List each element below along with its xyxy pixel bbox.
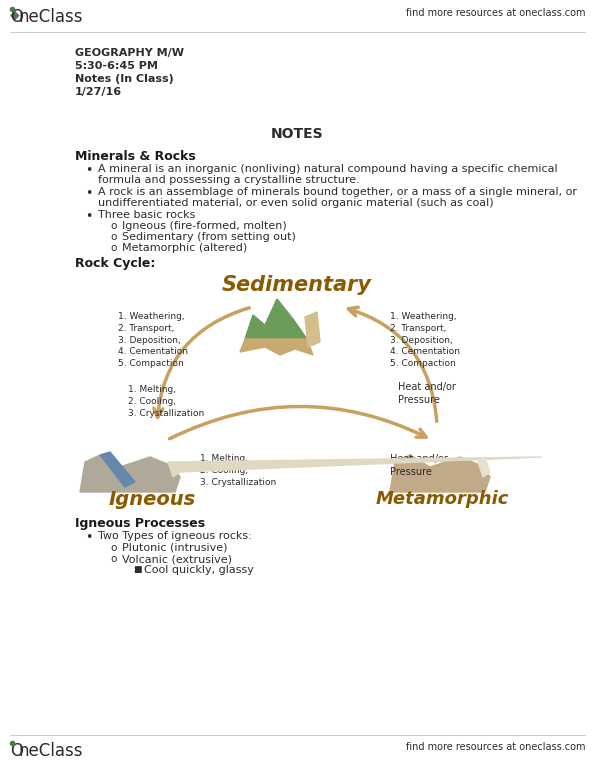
Text: Notes (In Class): Notes (In Class): [75, 74, 174, 84]
Polygon shape: [80, 455, 180, 492]
Text: Two Types of igneous rocks:: Two Types of igneous rocks:: [98, 531, 252, 541]
Text: •: •: [85, 531, 92, 544]
Text: O: O: [10, 742, 23, 760]
Text: A mineral is an inorganic (nonliving) natural compound having a specific chemica: A mineral is an inorganic (nonliving) na…: [98, 164, 558, 174]
Text: 1. Melting,
2. Cooling,
3. Crystallization: 1. Melting, 2. Cooling, 3. Crystallizati…: [128, 385, 204, 417]
Text: formula and possessing a crystalline structure.: formula and possessing a crystalline str…: [98, 175, 360, 185]
Text: Metamorphic (altered): Metamorphic (altered): [122, 243, 248, 253]
Text: find more resources at oneclass.com: find more resources at oneclass.com: [406, 742, 585, 752]
Text: Sedimentary (from setting out): Sedimentary (from setting out): [122, 232, 296, 242]
Text: Cool quickly, glassy: Cool quickly, glassy: [144, 565, 254, 575]
Text: O: O: [10, 8, 23, 26]
Text: Igneous Processes: Igneous Processes: [75, 517, 205, 530]
Text: Volcanic (extrusive): Volcanic (extrusive): [122, 554, 232, 564]
Text: •: •: [85, 164, 92, 177]
Text: Heat and/or
Pressure: Heat and/or Pressure: [398, 382, 456, 405]
Polygon shape: [390, 455, 490, 492]
Text: o: o: [110, 554, 117, 564]
Text: Metamorphic: Metamorphic: [375, 490, 509, 508]
Text: undifferentiated material, or even solid organic material (such as coal): undifferentiated material, or even solid…: [98, 198, 494, 208]
Text: Igneous: Igneous: [108, 490, 196, 509]
Text: 1/27/16: 1/27/16: [75, 87, 122, 97]
Text: 5:30-6:45 PM: 5:30-6:45 PM: [75, 61, 158, 71]
Text: NOTES: NOTES: [271, 127, 323, 141]
Polygon shape: [305, 312, 320, 347]
Text: •: •: [85, 210, 92, 223]
Text: neClass: neClass: [19, 742, 83, 760]
Text: ■: ■: [133, 565, 142, 574]
Text: find more resources at oneclass.com: find more resources at oneclass.com: [406, 8, 585, 18]
Text: GEOGRAPHY M/W: GEOGRAPHY M/W: [75, 48, 184, 58]
Text: o: o: [110, 221, 117, 231]
Text: 1. Weathering,
2. Transport,
3. Deposition,
4. Cementation
5. Compaction: 1. Weathering, 2. Transport, 3. Depositi…: [118, 312, 188, 368]
Polygon shape: [100, 452, 135, 487]
Text: o: o: [110, 232, 117, 242]
Text: o: o: [110, 243, 117, 253]
Text: Rock Cycle:: Rock Cycle:: [75, 257, 155, 270]
Text: Three basic rocks: Three basic rocks: [98, 210, 195, 220]
Text: Minerals & Rocks: Minerals & Rocks: [75, 150, 196, 163]
Text: Sedimentary: Sedimentary: [222, 275, 372, 295]
Text: •: •: [85, 187, 92, 200]
Polygon shape: [245, 299, 307, 339]
Text: neClass: neClass: [19, 8, 83, 26]
Polygon shape: [478, 457, 490, 477]
Text: 1. Melting,
2. Cooling,
3. Crystallization: 1. Melting, 2. Cooling, 3. Crystallizati…: [200, 454, 276, 487]
Text: Plutonic (intrusive): Plutonic (intrusive): [122, 543, 227, 553]
Text: Heat and/or
Pressure: Heat and/or Pressure: [390, 454, 448, 477]
Text: ◆: ◆: [10, 8, 20, 21]
Polygon shape: [240, 339, 313, 355]
Text: A rock is an assemblage of minerals bound together, or a mass of a single minera: A rock is an assemblage of minerals boun…: [98, 187, 577, 197]
Text: 1. Weathering,
2. Transport,
3. Deposition,
4. Cementation
5. Compaction: 1. Weathering, 2. Transport, 3. Depositi…: [390, 312, 460, 368]
Polygon shape: [168, 457, 542, 477]
Text: Igneous (fire-formed, molten): Igneous (fire-formed, molten): [122, 221, 287, 231]
Text: o: o: [110, 543, 117, 553]
